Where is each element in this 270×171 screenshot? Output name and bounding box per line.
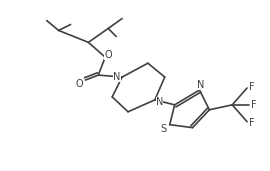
Text: N: N xyxy=(197,80,204,90)
Text: F: F xyxy=(249,118,255,128)
Text: S: S xyxy=(161,124,167,134)
Text: O: O xyxy=(104,50,112,60)
Text: F: F xyxy=(249,82,255,92)
Text: N: N xyxy=(156,97,163,107)
Text: N: N xyxy=(113,72,121,82)
Text: F: F xyxy=(251,100,257,110)
Text: O: O xyxy=(76,79,83,89)
